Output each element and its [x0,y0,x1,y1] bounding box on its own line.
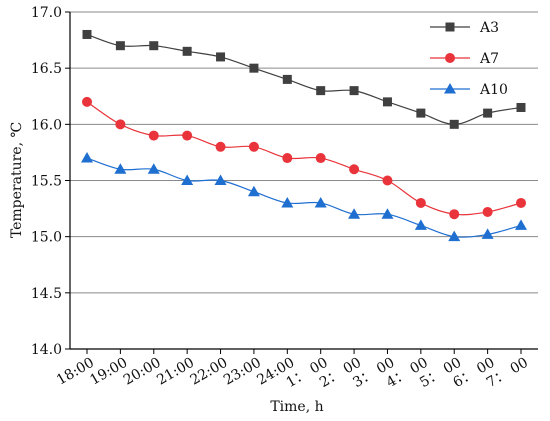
data-point [281,196,294,208]
data-point [148,130,159,141]
data-point [448,230,461,242]
data-point [181,174,194,185]
data-point [349,86,359,96]
data-point [314,196,327,208]
y-tick-label: 15.0 [31,230,62,246]
data-point [182,130,193,141]
data-point [82,29,92,39]
data-point [382,175,393,186]
data-point [182,46,192,56]
data-point [382,97,392,107]
y-tick-label: 14.5 [31,286,62,302]
legend-marker [445,53,455,63]
legend-label: A3 [479,20,499,36]
data-point [215,141,226,152]
x-tick-label: 18:00 [54,355,97,389]
x-tick-label: 19:00 [87,355,130,389]
legend-label: A7 [479,51,499,67]
data-point [214,174,227,185]
series-line [86,101,522,216]
y-tick-label: 16.5 [31,61,62,77]
data-point [249,63,259,73]
y-tick-label: 17.0 [31,5,62,21]
data-point [115,119,126,130]
legend-marker [445,22,455,32]
legend: A3 A7 A10 [430,20,508,98]
data-point [516,197,526,208]
legend-entry: A3 [430,20,499,36]
y-tick-label: 16.0 [31,117,62,133]
data-point [114,163,127,174]
data-point [282,74,292,84]
data-point [349,164,360,175]
axes [65,11,538,354]
data-point [149,41,159,51]
data-point [216,52,226,62]
y-tick-labels: 14.0 14.5 15.0 15.5 16.0 16.5 17.0 [31,5,62,358]
series-a3 [82,29,526,129]
data-point [414,219,427,230]
data-point [516,102,526,112]
data-point [381,208,394,219]
data-point [481,228,494,239]
data-point [248,141,259,152]
data-point [482,206,493,217]
data-point [82,96,92,107]
data-point [282,153,293,164]
x-tick-label: 22:00 [188,355,231,389]
data-point [147,163,160,174]
series-a10 [81,152,527,242]
data-point [316,86,326,96]
legend-entry: A10 [430,82,508,98]
data-point [81,152,93,163]
x-tick-label: 21:00 [154,355,197,389]
data-point [247,185,260,197]
data-point [449,209,460,220]
data-point [315,153,326,164]
y-tick-label: 14.0 [31,342,62,358]
series-a7 [82,96,526,220]
data-point [415,197,426,208]
x-tick-label: 23:00 [221,355,264,389]
data-point [348,208,361,219]
y-axis-title: Temperature, ℃ [9,122,25,238]
series-lines [81,29,527,242]
y-tick-label: 15.5 [31,174,62,190]
x-axis-title: Time, h [270,399,323,415]
legend-marker [444,83,456,94]
data-point [115,41,125,51]
x-tick-label: 20:00 [121,355,164,389]
grid-lines [70,11,538,294]
legend-entry: A7 [430,51,499,67]
legend-label: A10 [479,82,508,98]
data-point [483,108,493,118]
data-point [416,108,426,118]
data-point [449,119,459,129]
data-point [515,219,527,230]
